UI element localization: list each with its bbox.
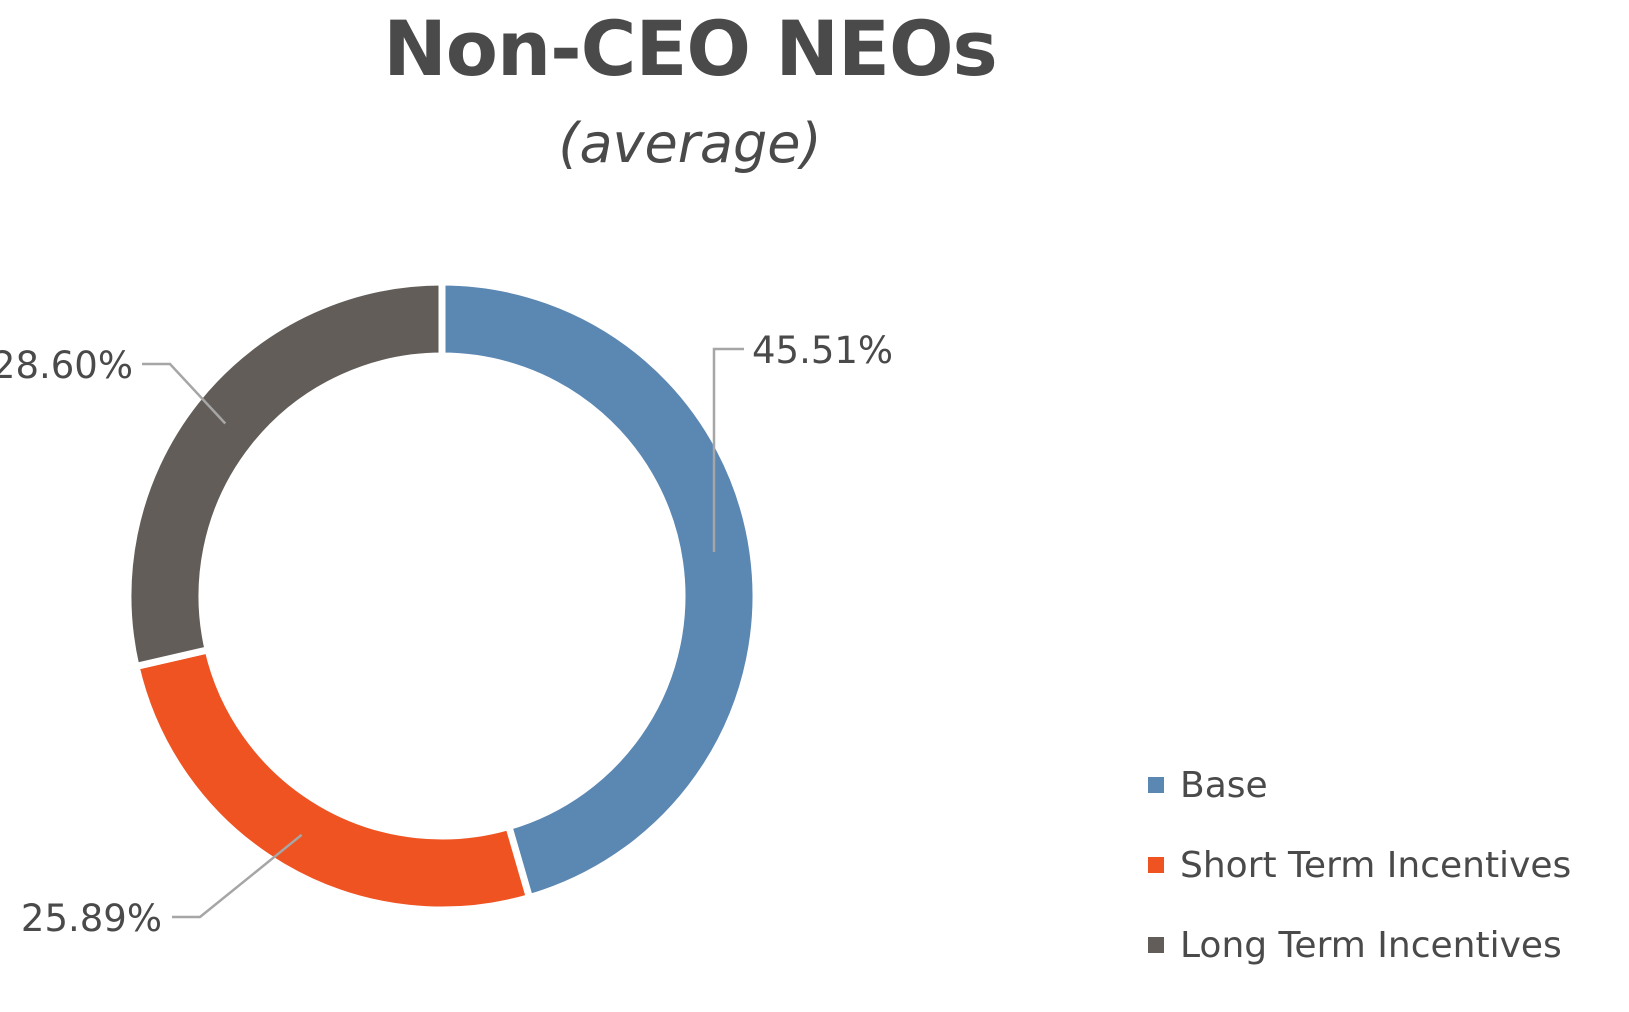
donut-slice-long-term-incentives [124, 278, 446, 671]
chart-legend: Base Short Term Incentives Long Term Inc… [1148, 765, 1571, 1005]
legend-swatch-base [1148, 777, 1164, 793]
donut-slice-short-term-incentives [131, 645, 534, 914]
data-label-long-term-incentives: 28.60% [0, 344, 133, 387]
leader-lines [142, 347, 744, 919]
chart-title: Non-CEO NEOs [383, 4, 998, 93]
leader-line-long-term-incentives [142, 362, 227, 425]
legend-item-long-term-incentives: Long Term Incentives [1148, 924, 1571, 966]
leader-line-base [712, 347, 744, 552]
legend-label-long-term-incentives: Long Term Incentives [1180, 924, 1562, 966]
leader-line-short-term-incentives [172, 833, 303, 919]
legend-swatch-long-term-incentives [1148, 937, 1164, 953]
data-labels: 45.51% 25.89% 28.60% [0, 329, 893, 940]
chart-subtitle: (average) [558, 112, 822, 175]
legend-item-short-term-incentives: Short Term Incentives [1148, 844, 1572, 886]
data-label-base: 45.51% [752, 329, 893, 372]
legend-label-base: Base [1180, 764, 1268, 806]
legend-label-short-term-incentives: Short Term Incentives [1180, 844, 1572, 886]
legend-item-base: Base [1148, 764, 1571, 806]
legend-swatch-short-term-incentives [1148, 857, 1164, 873]
data-label-short-term-incentives: 25.89% [21, 897, 162, 940]
donut-slice-base [438, 278, 760, 902]
donut-slices [124, 278, 760, 914]
